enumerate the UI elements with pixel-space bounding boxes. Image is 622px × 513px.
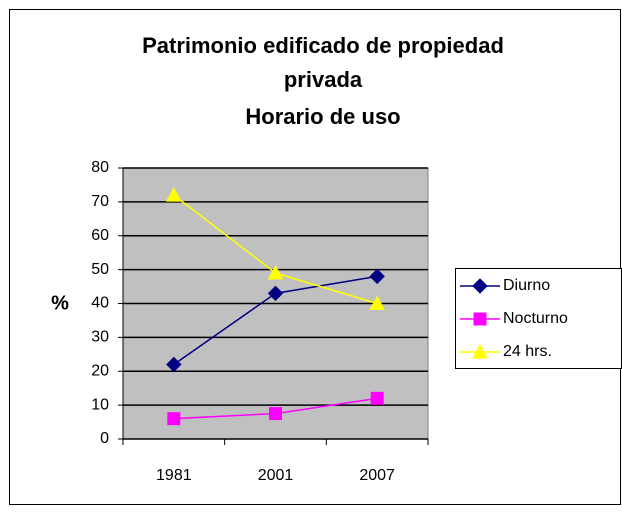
marker	[165, 187, 182, 202]
marker	[269, 407, 282, 421]
y-tick-label: 60	[91, 227, 109, 244]
y-axis-label: %	[51, 292, 69, 314]
y-tick-label: 20	[91, 362, 109, 379]
marker	[167, 412, 181, 426]
marker	[370, 391, 384, 405]
y-tick-label: 30	[91, 329, 109, 346]
marker	[473, 312, 487, 326]
legend-label: Nocturno	[503, 310, 568, 327]
legend-label: 24 hrs.	[503, 343, 552, 360]
marker	[369, 295, 386, 310]
chart-title: Patrimonio edificado de propiedad	[142, 33, 504, 58]
marker	[472, 343, 488, 359]
y-tick-label: 70	[91, 193, 109, 210]
y-tick-label: 10	[91, 396, 109, 413]
y-tick-label: 80	[91, 159, 109, 176]
y-tick-label: 50	[91, 261, 109, 278]
x-tick-label: 2007	[359, 467, 395, 484]
marker	[166, 356, 182, 373]
legend-label: Diurno	[503, 277, 550, 294]
x-tick-label: 1981	[156, 467, 192, 484]
y-tick-label: 40	[91, 295, 109, 312]
marker	[267, 285, 284, 302]
marker	[369, 268, 385, 285]
y-tick-label: 0	[100, 430, 109, 447]
marker	[472, 278, 488, 294]
chart-title: Horario de uso	[245, 104, 400, 129]
x-tick-label: 2001	[258, 467, 294, 484]
marker	[267, 264, 284, 280]
chart-title: privada	[284, 67, 363, 92]
